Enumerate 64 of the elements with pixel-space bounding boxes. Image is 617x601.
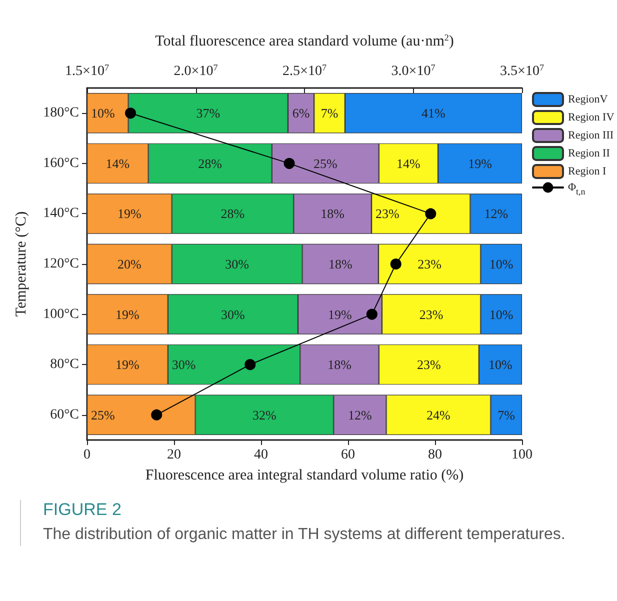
- y-tick-label: 140°C: [43, 206, 79, 222]
- data-label: 28%: [198, 156, 222, 171]
- x-tick-label: 60: [341, 448, 355, 462]
- point: [151, 409, 162, 420]
- data-label: 25%: [313, 156, 338, 171]
- data-label: 23%: [419, 306, 444, 322]
- data-label: 12%: [484, 206, 508, 222]
- data-label: 7%: [320, 106, 338, 121]
- point: [425, 208, 436, 220]
- legend-label: Region I: [568, 166, 607, 178]
- data-label: 20%: [117, 256, 142, 272]
- data-label: 19%: [117, 206, 142, 222]
- data-label: 19%: [328, 306, 352, 322]
- y-tick-label: 80°C: [50, 357, 79, 372]
- data-label: 14%: [106, 156, 130, 171]
- data-label: 10%: [488, 357, 513, 372]
- y-tick-label: 180°C: [43, 106, 79, 121]
- data-label: 7%: [498, 407, 516, 422]
- data-label: 10%: [489, 256, 514, 272]
- x-axis-title: Fluorescence area integral standard volume ratio (%): [145, 468, 464, 484]
- point: [390, 258, 402, 270]
- data-label: 10%: [489, 306, 514, 322]
- data-label: 30%: [221, 306, 246, 322]
- data-label: 12%: [348, 407, 372, 422]
- data-label: 41%: [422, 106, 446, 121]
- y-tick-label: 100°C: [43, 306, 79, 322]
- data-label: 19%: [116, 357, 140, 372]
- data-label: 19%: [468, 156, 492, 171]
- x-tick-label: 20: [167, 448, 181, 462]
- point: [125, 108, 136, 119]
- point: [366, 308, 378, 320]
- legend-label: RegionV: [568, 94, 608, 106]
- y-axis-title: Temperature (°C): [14, 211, 30, 317]
- data-label: 18%: [328, 256, 352, 272]
- data-label: 14%: [396, 156, 421, 171]
- data-label: 18%: [320, 206, 345, 222]
- data-label: 28%: [220, 206, 245, 222]
- data-label: 30%: [172, 357, 196, 372]
- point: [244, 359, 256, 370]
- data-label: 10%: [91, 106, 115, 121]
- x-tick-label: 40: [254, 448, 268, 462]
- text: The distribution of organic matter in TH systems at different temperatures.: [43, 525, 566, 545]
- x-tick-label: 0: [84, 448, 90, 462]
- x-tick-label: 100: [512, 448, 532, 462]
- text: FIGURE 2: [43, 500, 122, 520]
- data-label: 32%: [252, 407, 277, 422]
- data-label: 18%: [328, 357, 352, 372]
- y-tick-label: 160°C: [43, 156, 79, 171]
- data-label: 6%: [292, 106, 310, 121]
- data-label: 25%: [91, 407, 115, 422]
- x-tick-label: 80: [428, 448, 442, 462]
- y-tick-label: 120°C: [43, 256, 79, 272]
- y-tick-label: 60°C: [50, 407, 79, 422]
- data-label: 23%: [416, 357, 441, 372]
- data-label: 24%: [426, 407, 451, 422]
- legend-label: Region II: [568, 148, 610, 160]
- data-label: 37%: [196, 106, 220, 121]
- point: [284, 158, 295, 169]
- legend-label: Region IV: [568, 112, 614, 124]
- data-label: 23%: [418, 256, 442, 272]
- data-label: 30%: [225, 256, 250, 272]
- data-label: 23%: [375, 206, 400, 222]
- data-label: 19%: [116, 306, 140, 322]
- legend-label: Region III: [568, 130, 614, 142]
